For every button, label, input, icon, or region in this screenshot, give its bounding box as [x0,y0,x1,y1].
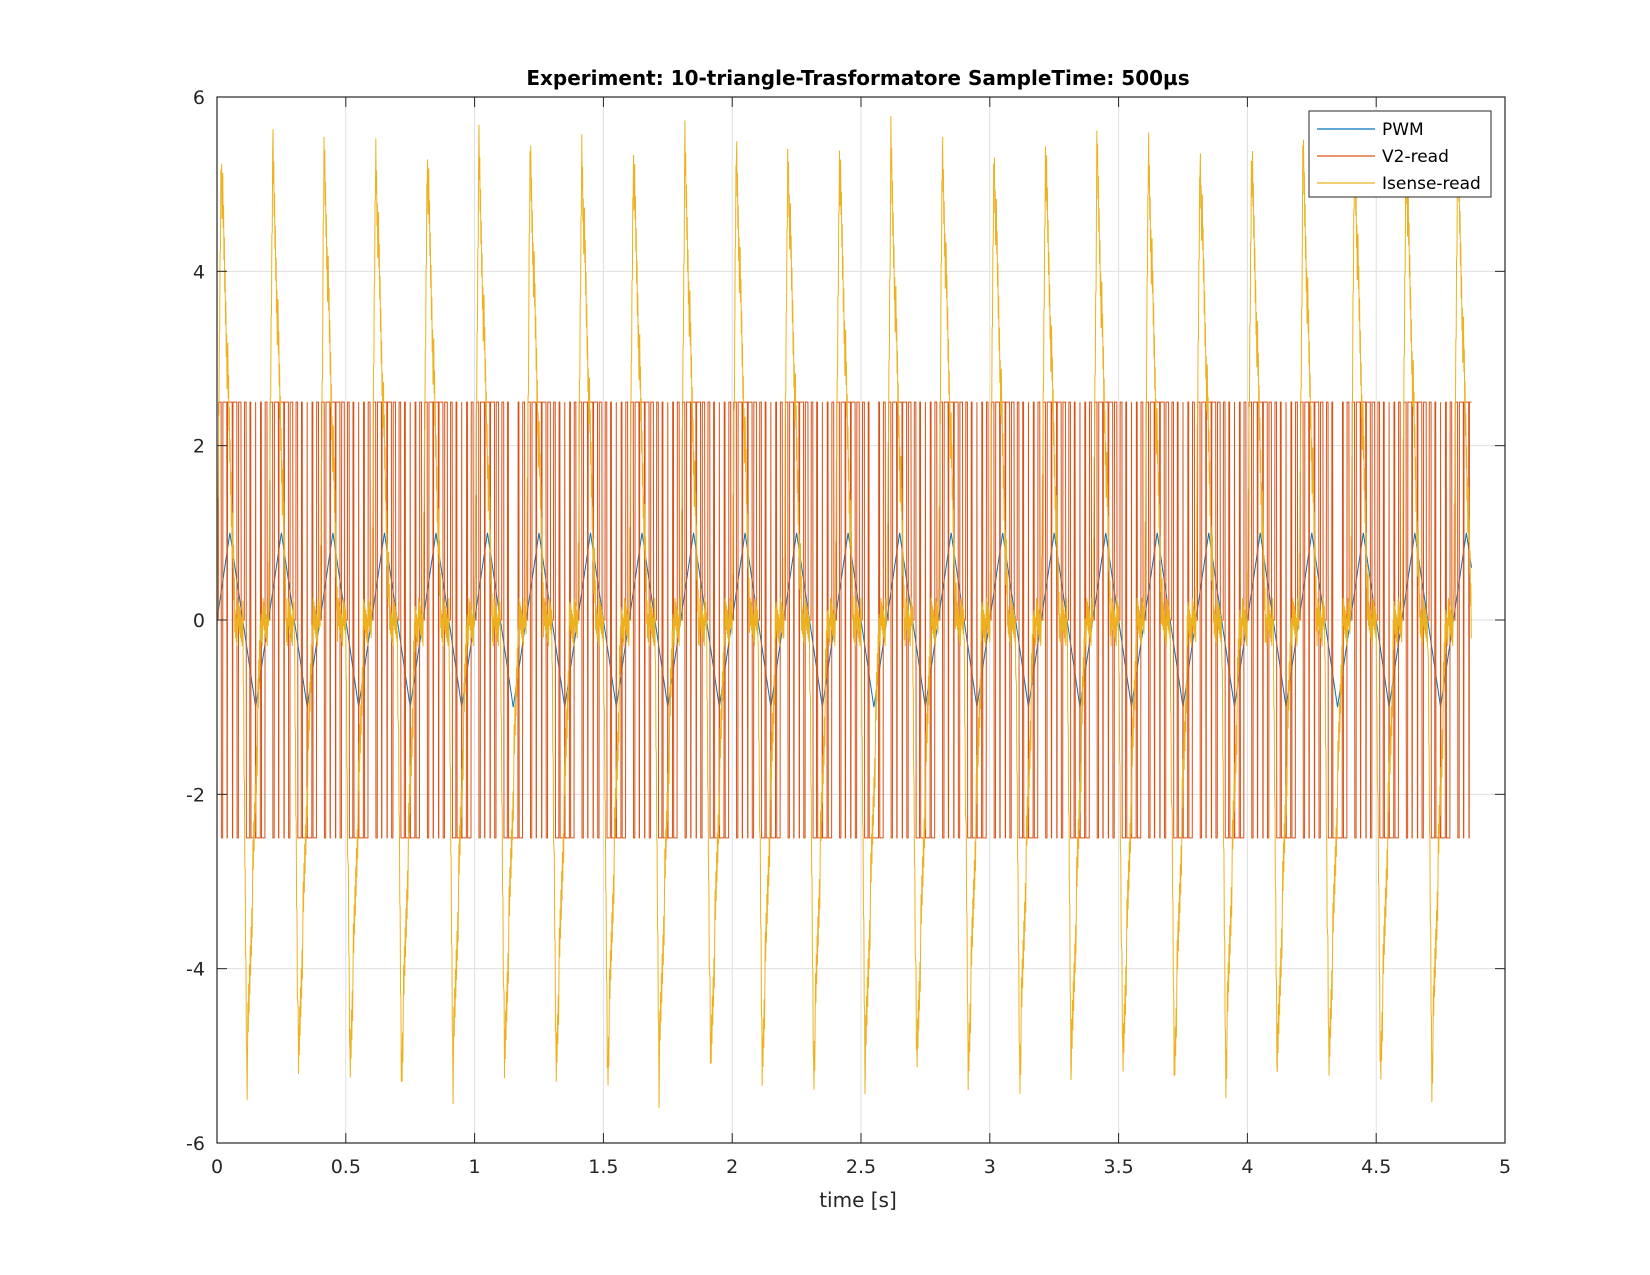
y-tick-label: 0 [193,610,205,632]
y-tick-label: -2 [186,784,205,806]
legend-entry: Isense-read [1382,174,1481,194]
x-tick-label: 2 [726,1156,738,1178]
y-tick-label: -6 [186,1133,205,1155]
x-axis-label: time [s] [819,1188,897,1212]
axes: 0 0.5 1 1.5 2 2.5 3 3.5 4 4.5 5 -6 -4 -2 0 2 4 6 [186,87,1511,1178]
y-tick-label: 2 [193,436,205,458]
legend: PWM V2-read Isense-read [1308,110,1492,198]
y-tick-label: 6 [193,87,205,109]
series-line-isense-read [216,116,1472,1109]
chart-title: Experiment: 10-triangle-Trasformatore Sa… [526,66,1189,90]
legend-entry: V2-read [1382,147,1449,167]
x-tick-label: 5 [1499,1156,1511,1178]
x-tick-label: 3.5 [1103,1156,1133,1178]
x-tick-label: 0 [211,1156,223,1178]
x-tick-label: 4 [1241,1156,1253,1178]
x-tick-label: 3 [984,1156,996,1178]
legend-entry: PWM [1382,120,1424,140]
y-tick-label: -4 [186,959,205,981]
y-tick-label: 4 [193,261,205,283]
series-line-v2-read [217,401,1472,839]
x-tick-label: 1.5 [588,1156,618,1178]
plot-area [216,116,1473,1109]
axes-box [216,96,1506,1144]
x-tick-label: 0.5 [331,1156,361,1178]
x-tick-label: 4.5 [1361,1156,1391,1178]
x-tick-label: 1 [469,1156,481,1178]
x-tick-label: 2.5 [846,1156,876,1178]
